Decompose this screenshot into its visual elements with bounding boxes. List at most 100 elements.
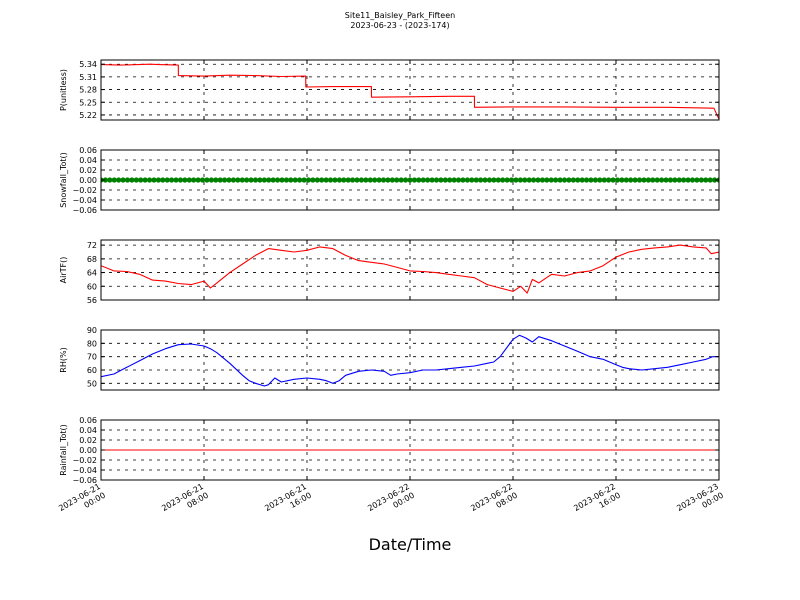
data-point (217, 177, 223, 183)
data-point (376, 177, 382, 183)
data-point (402, 177, 409, 183)
data-point (372, 177, 378, 183)
data-point (248, 177, 254, 183)
data-point (566, 177, 572, 183)
data-point (169, 177, 175, 183)
data-point (619, 177, 625, 183)
data-point (288, 177, 294, 183)
data-point (341, 177, 347, 183)
data-point (270, 177, 276, 183)
data-point (177, 177, 184, 183)
data-point (244, 177, 250, 183)
data-point (442, 177, 448, 183)
data-point (548, 177, 554, 183)
ytick-label: 60 (87, 366, 97, 375)
data-point (305, 177, 312, 183)
data-point (447, 177, 453, 183)
series-group (101, 334, 719, 387)
data-point (208, 177, 214, 183)
ytick-label: 0.06 (79, 146, 97, 155)
series-group (101, 244, 719, 294)
data-point (689, 177, 696, 183)
data-point (301, 177, 307, 183)
y-axis-label: P(unitless) (59, 69, 68, 111)
data-point (173, 177, 179, 183)
data-point (363, 177, 369, 183)
data-point (601, 177, 607, 183)
data-point (632, 177, 638, 183)
y-axis-label: Snowfall_Tot() (59, 152, 68, 208)
chart-subtitle: 2023-06-23 - (2023-174) (350, 21, 450, 30)
data-point (292, 177, 298, 183)
ytick-label: 5.34 (79, 60, 97, 69)
xtick-label: 2023-06-2200:00 (366, 482, 416, 522)
data-point (319, 177, 325, 183)
ytick-label: −0.02 (72, 186, 97, 195)
ytick-label: 68 (87, 255, 97, 264)
data-point (707, 177, 713, 183)
data-point (469, 177, 475, 183)
data-point (274, 177, 281, 183)
ytick-label: 0.02 (79, 436, 97, 445)
data-point (491, 177, 497, 183)
data-point (610, 177, 616, 183)
data-point (380, 177, 387, 183)
ytick-label: 0.06 (79, 416, 97, 425)
series-line (101, 334, 719, 387)
data-point (495, 177, 501, 183)
data-point (398, 177, 404, 183)
data-point (385, 177, 391, 183)
data-point (425, 177, 431, 183)
data-point (438, 177, 444, 183)
y-axis-label: AirTF() (59, 257, 68, 284)
data-point (411, 177, 418, 183)
data-point (681, 177, 687, 183)
data-point (116, 177, 122, 183)
data-point (407, 177, 413, 183)
xtick-label: 2023-06-2116:00 (263, 482, 313, 522)
data-point (279, 177, 285, 183)
data-point (323, 177, 329, 183)
data-point (222, 177, 228, 183)
chart-title: Site11_Baisley_Park_Fifteen (344, 11, 456, 20)
data-point (698, 177, 704, 183)
data-point (394, 177, 400, 183)
data-point (155, 177, 161, 183)
data-point (389, 177, 395, 183)
data-point (252, 177, 259, 183)
data-point (579, 177, 585, 183)
data-point (261, 177, 267, 183)
data-point (102, 177, 109, 183)
data-point (517, 177, 523, 183)
data-point (124, 177, 131, 183)
data-point (146, 177, 153, 183)
xtick-label: 2023-06-2100:00 (57, 482, 107, 522)
x-axis-label: Date/Time (369, 535, 452, 554)
data-point (535, 177, 541, 183)
data-point (230, 177, 237, 183)
data-point (455, 177, 462, 183)
data-point (213, 177, 219, 183)
data-point (592, 177, 599, 183)
y-axis-label: Rainfall_Tot() (59, 424, 68, 476)
data-point (575, 177, 581, 183)
x-tick-labels: 2023-06-2100:00 2023-06-2108:00 2023-06-21… (57, 482, 725, 522)
ytick-label: −0.04 (72, 196, 97, 205)
data-point (416, 177, 422, 183)
xtick-label: 2023-06-2300:00 (675, 482, 725, 522)
data-point (345, 177, 351, 183)
data-point (500, 177, 506, 183)
data-point (204, 177, 210, 183)
panel-5: 0.060.040.020.00−0.02−0.04−0.06 Rainfall_… (59, 416, 720, 485)
data-point (557, 177, 563, 183)
data-point (129, 177, 135, 183)
data-point (672, 177, 678, 183)
data-point (182, 177, 188, 183)
ytick-label: 5.25 (79, 98, 97, 107)
data-point (676, 177, 682, 183)
data-point (310, 177, 316, 183)
data-point (654, 177, 660, 183)
data-point (327, 177, 334, 183)
data-point (614, 177, 621, 183)
